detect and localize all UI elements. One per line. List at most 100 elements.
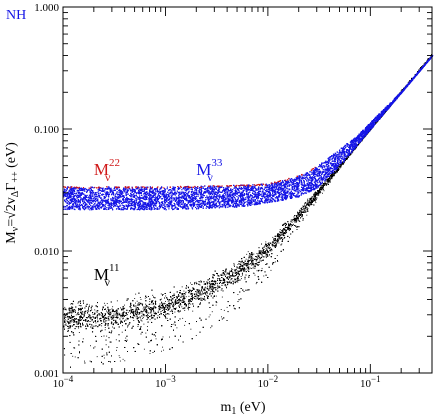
data-point xyxy=(149,353,151,355)
data-point xyxy=(96,311,98,313)
data-point xyxy=(152,315,154,317)
data-point xyxy=(116,349,117,351)
data-point xyxy=(79,321,81,323)
data-point xyxy=(138,302,140,304)
data-point xyxy=(238,266,240,267)
data-point xyxy=(163,308,165,310)
data-point xyxy=(69,317,71,319)
data-point xyxy=(169,306,171,308)
data-point xyxy=(120,320,121,322)
data-point xyxy=(188,309,189,311)
data-point xyxy=(270,269,272,271)
data-point xyxy=(174,294,176,296)
data-point xyxy=(251,267,252,269)
data-point xyxy=(161,301,163,303)
data-point xyxy=(77,302,79,304)
data-point xyxy=(147,313,148,315)
data-point xyxy=(86,303,88,305)
data-point xyxy=(78,308,80,310)
data-point xyxy=(94,325,96,327)
data-point xyxy=(229,280,231,282)
data-point xyxy=(183,293,185,295)
data-point xyxy=(194,296,196,298)
data-point xyxy=(316,194,318,196)
data-point xyxy=(122,318,124,320)
data-point xyxy=(222,272,224,274)
data-point xyxy=(278,239,280,241)
data-point xyxy=(322,192,323,194)
data-point xyxy=(176,327,178,329)
data-point xyxy=(245,263,247,265)
data-point xyxy=(81,307,83,309)
data-point xyxy=(111,323,113,325)
data-point xyxy=(230,271,232,273)
data-point xyxy=(182,293,183,294)
data-point xyxy=(113,313,115,315)
data-point xyxy=(102,307,104,309)
data-point xyxy=(142,308,144,310)
data-point xyxy=(288,229,290,231)
data-point xyxy=(211,280,213,282)
data-point xyxy=(298,219,300,221)
data-point xyxy=(148,306,150,308)
data-point xyxy=(69,312,71,314)
data-point xyxy=(258,256,260,258)
data-point xyxy=(255,260,257,262)
data-point xyxy=(170,303,172,304)
data-point xyxy=(214,295,216,297)
data-point xyxy=(124,360,126,362)
data-point xyxy=(68,327,70,329)
data-point xyxy=(173,293,175,295)
data-point xyxy=(279,229,281,230)
data-point xyxy=(336,167,338,169)
data-point xyxy=(238,262,240,264)
data-point xyxy=(165,307,167,309)
data-point xyxy=(75,322,77,324)
data-point xyxy=(315,202,317,204)
data-point xyxy=(195,293,197,294)
data-point xyxy=(256,263,258,265)
data-point xyxy=(220,289,222,291)
data-point xyxy=(272,241,274,243)
data-point xyxy=(221,280,223,282)
data-point xyxy=(78,304,80,306)
data-point xyxy=(157,315,159,317)
data-point xyxy=(337,168,339,170)
data-point xyxy=(280,229,282,231)
data-point xyxy=(142,317,144,319)
data-point xyxy=(250,263,252,265)
data-point xyxy=(95,316,97,318)
data-point xyxy=(192,293,194,295)
data-point xyxy=(126,298,128,300)
data-point xyxy=(80,307,81,309)
data-point xyxy=(267,246,269,248)
data-point xyxy=(184,307,186,309)
data-point xyxy=(210,327,212,329)
data-point xyxy=(84,360,85,362)
data-point xyxy=(185,291,187,293)
data-point xyxy=(341,164,342,166)
data-point xyxy=(309,198,311,200)
data-point xyxy=(81,319,83,320)
data-point xyxy=(184,303,186,305)
data-point xyxy=(168,304,170,306)
data-point xyxy=(181,286,183,288)
data-point xyxy=(249,267,251,269)
data-point xyxy=(223,282,225,284)
data-point xyxy=(107,318,109,320)
data-point xyxy=(192,310,194,312)
data-point xyxy=(137,307,139,309)
data-point xyxy=(299,221,301,223)
data-point xyxy=(190,292,192,294)
data-point xyxy=(320,185,322,187)
data-point xyxy=(202,297,204,299)
data-point xyxy=(90,317,92,319)
data-point xyxy=(247,251,249,253)
data-point xyxy=(249,255,251,257)
data-point xyxy=(79,325,81,327)
data-point xyxy=(160,312,162,314)
data-point xyxy=(202,285,204,287)
data-point xyxy=(296,226,298,228)
data-point xyxy=(118,355,120,357)
data-point xyxy=(165,305,167,307)
